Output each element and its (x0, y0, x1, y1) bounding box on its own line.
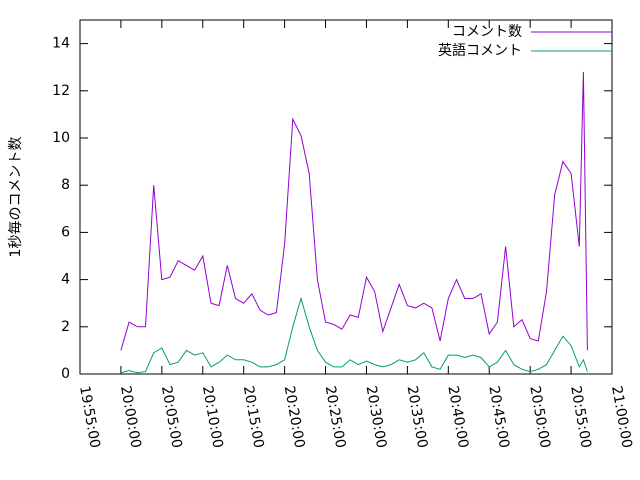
x-tick-label: 20:55:00 (567, 385, 594, 450)
x-tick-label: 19:55:00 (76, 385, 103, 450)
y-tick-label: 10 (52, 130, 70, 146)
legend-label: コメント数 (452, 24, 522, 40)
x-tick-label: 20:25:00 (322, 385, 349, 450)
y-tick-label: 8 (61, 177, 70, 193)
x-tick-label: 20:05:00 (158, 385, 185, 450)
x-tick-label: 20:00:00 (117, 385, 144, 450)
series-line (120, 71, 588, 351)
x-tick-label: 20:35:00 (404, 385, 431, 450)
x-tick-label: 20:10:00 (199, 385, 226, 450)
plot-border (79, 19, 613, 375)
legend-label: 英語コメント (438, 42, 522, 59)
y-tick-label: 0 (61, 366, 70, 382)
x-tick-label: 20:30:00 (363, 385, 390, 450)
series-line (120, 296, 588, 374)
x-tick-label: 20:50:00 (526, 385, 553, 450)
y-tick-label: 14 (52, 36, 70, 52)
y-tick-label: 4 (61, 272, 70, 288)
y-tick-label: 12 (52, 83, 70, 99)
y-tick-label: 6 (61, 224, 70, 240)
x-tick-label: 20:45:00 (485, 385, 512, 450)
x-tick-label: 20:40:00 (444, 385, 471, 450)
x-tick-label: 20:20:00 (281, 385, 308, 450)
y-axis-label: 1秒毎のコメント数 (8, 137, 24, 258)
x-tick-label: 20:15:00 (240, 385, 267, 450)
y-tick-label: 2 (61, 319, 70, 335)
x-tick-label: 21:00:00 (608, 385, 635, 450)
